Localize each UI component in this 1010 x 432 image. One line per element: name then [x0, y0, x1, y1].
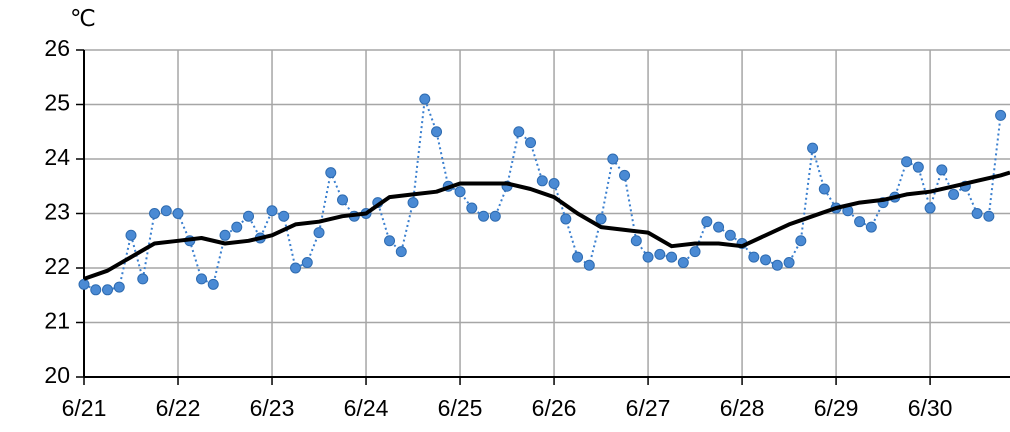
data-point: [407, 197, 419, 209]
data-point: [607, 153, 619, 165]
grid: [76, 49, 1010, 385]
data-point: [243, 210, 255, 222]
data-point: [113, 281, 125, 293]
data-point: [771, 259, 783, 271]
data-point: [149, 208, 161, 219]
data-point: [936, 164, 948, 176]
data-point: [865, 221, 877, 233]
x-tick-label: 6/22: [156, 395, 201, 421]
data-point: [290, 262, 302, 274]
data-point: [301, 257, 313, 269]
data-point: [912, 161, 924, 173]
data-point: [795, 235, 807, 247]
data-point: [724, 229, 736, 241]
data-point: [489, 210, 501, 222]
x-tick-label: 6/23: [250, 395, 295, 421]
data-point: [560, 213, 572, 225]
average-line: [83, 170, 1010, 281]
data-point: [466, 202, 478, 214]
data-point: [630, 235, 642, 247]
data-point: [642, 251, 654, 263]
y-axis-label: ℃: [70, 5, 96, 31]
data-point: [231, 221, 243, 233]
data-point: [313, 227, 325, 239]
x-tick-label: 6/26: [532, 395, 577, 421]
data-point: [995, 109, 1007, 121]
data-point: [654, 248, 666, 260]
data-point: [854, 216, 866, 228]
x-tick-label: 6/30: [908, 395, 953, 421]
data-point: [219, 229, 231, 241]
data-point: [713, 221, 725, 233]
data-point: [924, 202, 936, 214]
data-point: [278, 210, 290, 222]
data-point: [384, 235, 396, 247]
data-point: [196, 273, 208, 285]
y-tick-label: 23: [44, 199, 70, 225]
data-point: [454, 186, 466, 198]
data-point: [783, 257, 795, 269]
y-tick-label: 21: [44, 308, 70, 334]
data-point: [760, 254, 772, 266]
data-point: [395, 246, 407, 258]
data-point: [160, 205, 172, 217]
y-tick-label: 24: [44, 144, 70, 170]
data-point: [102, 284, 114, 296]
x-tick-label: 6/24: [344, 395, 389, 421]
data-point: [595, 213, 607, 225]
tick-labels: 20 21 22 23 24 25 26 6/21 6/22 6/23 6/24 6/25 6/26 6/…: [44, 35, 952, 421]
x-tick-label: 6/29: [814, 395, 859, 421]
plot-area: [78, 93, 1010, 296]
data-point: [677, 257, 689, 269]
data-point: [983, 210, 995, 222]
data-point: [619, 169, 631, 181]
data-point: [901, 156, 913, 168]
y-tick-label: 25: [44, 90, 70, 116]
y-tick-label: 20: [44, 362, 70, 388]
data-point: [689, 246, 701, 258]
data-point: [513, 126, 525, 138]
data-point: [266, 205, 278, 217]
data-point: [818, 183, 830, 195]
data-point: [337, 194, 349, 206]
data-point: [172, 208, 184, 219]
x-tick-label: 6/27: [626, 395, 671, 421]
y-tick-label: 26: [44, 35, 70, 61]
y-tick-label: 22: [44, 253, 70, 279]
data-point: [701, 216, 713, 228]
data-point: [948, 188, 960, 200]
x-tick-label: 6/28: [720, 395, 765, 421]
data-point: [572, 251, 584, 263]
data-point: [748, 251, 760, 263]
data-point: [325, 167, 337, 179]
data-point: [137, 273, 149, 285]
data-point: [207, 278, 219, 290]
data-point: [807, 142, 819, 154]
data-point: [536, 175, 548, 187]
data-point: [548, 178, 560, 190]
x-tick-label: 6/25: [438, 395, 483, 421]
data-point: [419, 93, 431, 105]
data-point: [525, 137, 537, 149]
data-point: [125, 229, 137, 241]
data-point: [971, 208, 983, 219]
data-point: [90, 284, 102, 296]
data-point: [583, 259, 595, 271]
data-point: [666, 251, 678, 263]
data-point: [431, 126, 443, 138]
data-point: [78, 278, 90, 290]
data-point: [478, 210, 490, 222]
x-tick-label: 6/21: [62, 395, 107, 421]
